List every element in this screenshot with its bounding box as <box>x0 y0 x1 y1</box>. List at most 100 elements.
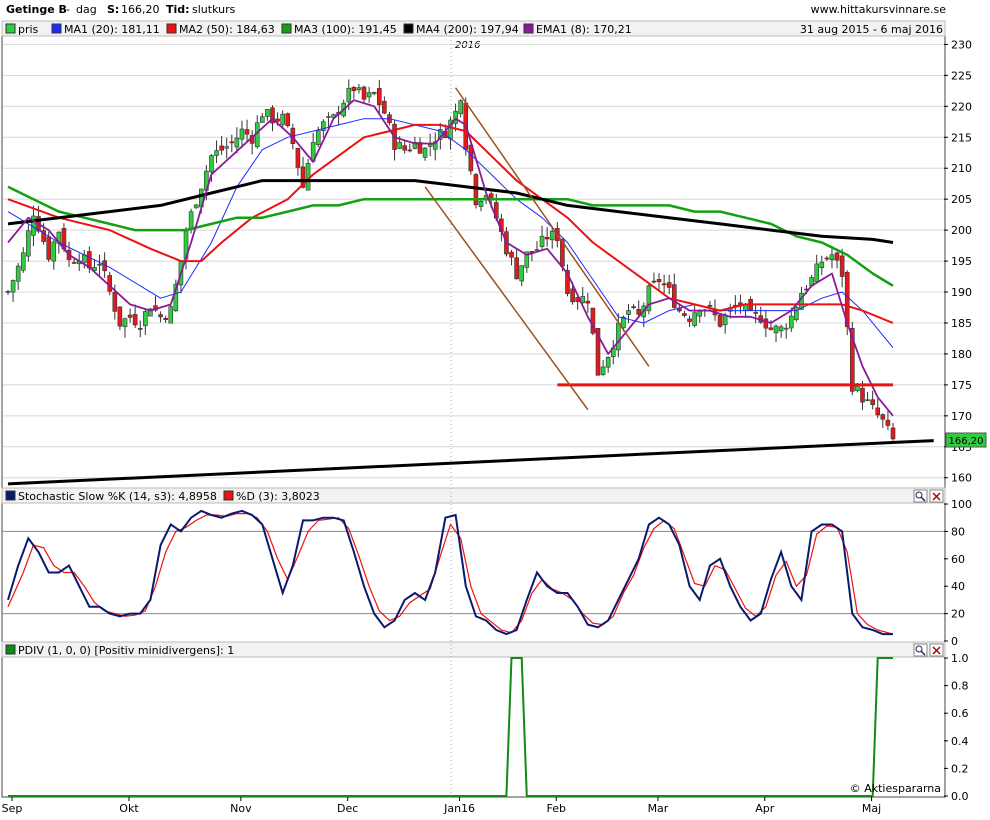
close-icon[interactable] <box>929 489 944 503</box>
candle-body <box>356 87 362 91</box>
legend-pris: pris <box>18 23 39 36</box>
candle-body <box>234 137 240 148</box>
copyright: © Aktiespararna <box>850 782 941 795</box>
candle-body <box>382 100 387 114</box>
legend-swatch-pdiv <box>5 644 16 655</box>
price-tick-label: 180 <box>951 348 972 361</box>
candle-body <box>219 145 224 151</box>
ticker-label: Getinge B <box>6 3 67 16</box>
candle-body <box>687 318 692 322</box>
stoch-tick-label: 0 <box>951 635 958 648</box>
candle-body <box>10 280 16 293</box>
price-legend: pris MA1 (20): 181,11 MA2 (50): 184,63 M… <box>1 20 946 37</box>
candle-body <box>295 148 301 168</box>
legend-swatch-ma3 <box>281 23 292 34</box>
price-tick-label: 215 <box>951 131 972 144</box>
candle-body <box>788 315 794 329</box>
pdiv-tick-label: 0.2 <box>951 762 969 775</box>
x-tick-label: Mar <box>648 802 669 815</box>
candle-body <box>794 306 799 321</box>
candle-body <box>534 249 540 251</box>
candle-body <box>580 296 586 304</box>
price-tick-label: 190 <box>951 286 972 299</box>
legend-swatch-ma2 <box>166 23 177 34</box>
pdiv-tick-label: 1.0 <box>951 652 969 665</box>
candle-body <box>193 204 199 209</box>
stoch-d-line <box>7 513 894 635</box>
candle-body <box>71 262 77 264</box>
period-label: dag <box>76 3 97 16</box>
legend-stoch-d: %D (3): 3,8023 <box>236 490 320 503</box>
candle-body <box>458 100 463 115</box>
zoom-icon[interactable] <box>913 489 928 503</box>
candle-body <box>875 407 881 416</box>
candle-body <box>229 141 235 144</box>
legend-ma3: MA3 (100): 191,45 <box>294 23 397 36</box>
candle-body <box>565 270 570 294</box>
trend-line <box>7 439 934 486</box>
ma4-line <box>7 179 894 244</box>
close-icon[interactable] <box>929 643 944 657</box>
candle-body <box>15 265 21 282</box>
candle-body <box>351 87 357 92</box>
candle-body <box>850 327 855 392</box>
candle-body <box>280 113 285 125</box>
legend-swatch-pris <box>5 23 16 34</box>
candle-body <box>376 87 382 106</box>
candle-body <box>402 145 408 151</box>
candle-body <box>661 283 667 286</box>
candle-body <box>46 236 51 260</box>
candle-body <box>549 231 555 241</box>
candle-body <box>132 314 138 326</box>
candle-body <box>651 280 657 283</box>
stochastic-plot: 0 20 40 60 80 100 <box>3 498 972 648</box>
candle-body <box>671 284 677 308</box>
zoom-icon[interactable] <box>913 643 928 657</box>
candle-body <box>122 318 128 328</box>
legend-swatch-d <box>223 490 234 501</box>
candle-body <box>890 427 896 440</box>
legend-swatch-ema1 <box>523 23 534 34</box>
candle-body <box>626 310 631 315</box>
candle-body <box>834 252 840 261</box>
candle-body <box>585 300 591 304</box>
ma3-line <box>7 185 894 287</box>
price-tick-label: 230 <box>951 38 972 51</box>
legend-pdiv: PDIV (1, 0, 0) [Positiv minidivergens]: … <box>18 644 234 657</box>
candle-body <box>412 141 418 149</box>
legend-swatch-k <box>5 490 16 501</box>
legend-ma2: MA2 (50): 184,63 <box>179 23 275 36</box>
candle-body <box>855 385 860 391</box>
x-tick-label: Nov <box>230 802 252 815</box>
candle-body <box>453 110 458 124</box>
candle-body <box>265 109 270 117</box>
candle-body <box>432 141 438 150</box>
candle-body <box>260 116 265 123</box>
candle-body <box>880 414 886 420</box>
candle-body <box>427 144 433 147</box>
x-tick-label: Okt <box>119 802 139 815</box>
tid-label: Tid: <box>166 3 190 16</box>
legend-ema1: EMA1 (8): 170,21 <box>536 23 632 36</box>
candle-body <box>143 311 148 327</box>
candle-body <box>224 146 230 149</box>
tid-value: slutkurs <box>192 3 236 16</box>
candle-body <box>616 322 621 351</box>
candle-body <box>244 129 250 135</box>
candle-body <box>285 113 291 127</box>
candle-body <box>112 292 118 312</box>
candle-body <box>595 328 601 376</box>
candle-body <box>778 326 784 332</box>
channel-line <box>424 186 589 411</box>
candle-body <box>870 399 875 406</box>
price-panel-frame <box>1 20 946 489</box>
annotations <box>7 87 934 486</box>
legend-swatch-ma4 <box>403 23 414 34</box>
candle-body <box>763 318 769 329</box>
candle-body <box>26 230 31 257</box>
price-grid <box>3 43 944 479</box>
pdiv-tick-label: 0.0 <box>951 790 969 803</box>
candle-body <box>397 141 402 149</box>
price-tick-label: 220 <box>951 100 972 113</box>
